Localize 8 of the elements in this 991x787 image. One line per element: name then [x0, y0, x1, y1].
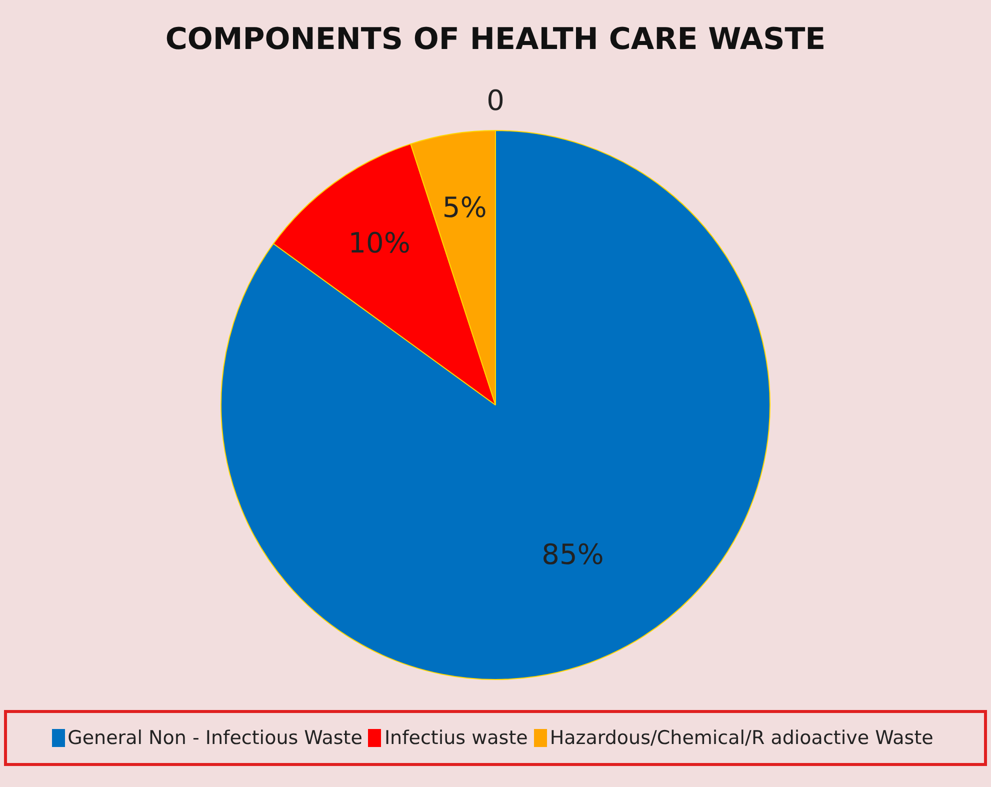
data-label: 5%	[442, 191, 487, 224]
legend-label: General Non - Infectious Waste	[68, 727, 362, 749]
data-label: 85%	[542, 538, 604, 571]
text: 0	[486, 84, 504, 117]
legend-label: Hazardous/Chemical/R adioactive Waste	[550, 727, 934, 749]
data-label: 10%	[348, 226, 410, 260]
chart-title: COMPONENTS OF HEALTH CARE WASTE	[164, 22, 827, 59]
legend-label: Infectius waste	[384, 727, 528, 749]
